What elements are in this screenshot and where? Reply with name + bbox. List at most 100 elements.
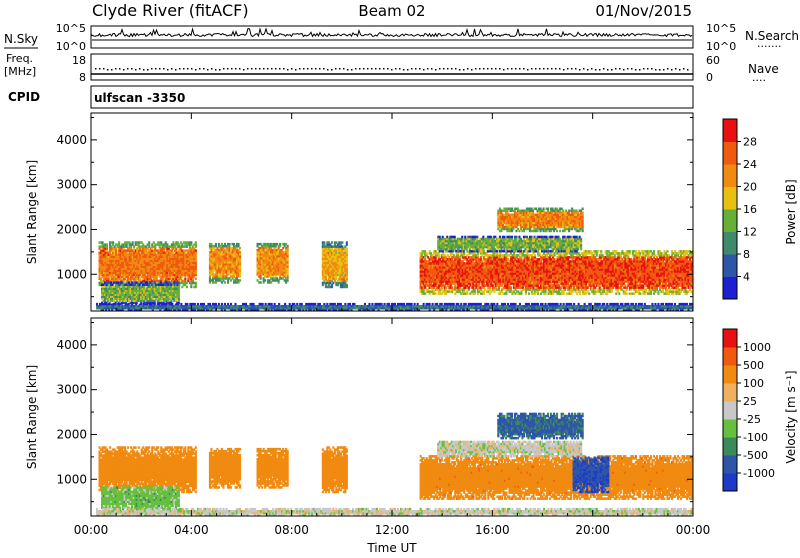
nave-dot	[503, 69, 505, 71]
nave-dot	[451, 68, 453, 70]
nave-dot	[571, 68, 573, 70]
nave-dot	[411, 68, 413, 70]
power-region	[101, 281, 180, 306]
nave-dot	[139, 68, 141, 70]
nave-dot	[267, 68, 269, 70]
nave-dot	[319, 68, 321, 70]
nave-dot	[395, 68, 397, 70]
nave-dot	[607, 69, 609, 71]
nave-dot	[655, 69, 657, 71]
nave-dot	[671, 69, 673, 71]
freq-label-1: Freq.	[6, 52, 33, 65]
nave-dot	[351, 69, 353, 71]
nave-dot	[327, 69, 329, 71]
power-cell	[195, 249, 197, 252]
nave-dot	[99, 68, 101, 70]
power-cell	[215, 243, 217, 246]
nave-dot	[247, 68, 249, 70]
power-cell	[279, 243, 281, 246]
nave-dot	[175, 69, 177, 71]
power-cell	[239, 251, 241, 254]
freq-panel: Freq. [MHz] 18 8 60 0 Nave ····	[4, 52, 779, 87]
nave-dot	[151, 68, 153, 70]
power-data	[96, 208, 694, 312]
power-cell	[323, 241, 325, 244]
nave-dot	[511, 68, 513, 70]
nave-dot	[419, 68, 421, 70]
power-cell	[148, 241, 150, 244]
nave-dot	[295, 69, 297, 71]
nave-dot	[659, 69, 661, 71]
nave-dots-label: ····	[752, 74, 766, 87]
power-cell	[238, 243, 240, 246]
nave-dot	[547, 68, 549, 70]
nave-dot	[299, 68, 301, 70]
nave-dot	[347, 69, 349, 71]
nave-dot	[163, 68, 165, 70]
noise-tick-top-left: 10^5	[56, 22, 86, 35]
date-title: 01/Nov/2015	[595, 2, 692, 20]
nave-dot	[531, 68, 533, 70]
nave-dot	[423, 69, 425, 71]
nave-dot	[119, 68, 121, 70]
nave-dot	[283, 68, 285, 70]
nave-dot	[543, 68, 545, 70]
nave-dot	[355, 68, 357, 70]
cpid-label: CPID	[8, 90, 40, 104]
freq-panel-frame	[91, 54, 693, 80]
nave-dot	[367, 68, 369, 70]
nave-dot	[323, 68, 325, 70]
power-cell	[195, 241, 197, 244]
nave-dot	[359, 68, 361, 70]
nave-dot	[251, 68, 253, 70]
nave-dot	[335, 68, 337, 70]
nave-dot	[203, 68, 205, 70]
nave-dot	[471, 69, 473, 71]
power-cell	[539, 252, 541, 255]
nave-dot	[583, 68, 585, 70]
nave-dot	[563, 69, 565, 71]
nave-dot	[159, 68, 161, 70]
nave-dot	[275, 68, 277, 70]
nave-dot	[499, 68, 501, 70]
nave-dot	[243, 69, 245, 71]
power-region	[99, 241, 197, 288]
nave-dot	[211, 68, 213, 70]
nave-dot	[535, 68, 537, 70]
nave-dot	[619, 68, 621, 70]
nave-dot	[459, 69, 461, 71]
noise-panel-frame	[91, 26, 693, 48]
nave-dot	[647, 68, 649, 70]
power-cell	[534, 254, 536, 257]
nave-dot	[199, 68, 201, 70]
nave-dot	[491, 68, 493, 70]
power-cell	[510, 286, 512, 289]
power-cell	[132, 241, 134, 244]
power-cell	[112, 241, 114, 244]
nave-dot	[155, 68, 157, 70]
nave-dot	[539, 68, 541, 70]
nave-dot	[111, 69, 113, 71]
beam-title: Beam 02	[358, 2, 425, 20]
nave-dot	[303, 68, 305, 70]
power-cell	[287, 245, 289, 248]
nave-dot	[375, 68, 377, 70]
nave-dot	[131, 68, 133, 70]
power-cell	[264, 279, 266, 282]
nave-dot	[195, 69, 197, 71]
nave-dot	[455, 68, 457, 70]
nave-dot	[183, 68, 185, 70]
nave-dot	[495, 68, 497, 70]
nave-dot	[231, 68, 233, 70]
nave-dot	[391, 69, 393, 71]
power-cell	[239, 247, 241, 250]
nave-tick-bottom-right: 0	[706, 71, 713, 84]
nave-dot	[611, 69, 613, 71]
power-cell	[528, 292, 530, 295]
power-cell	[118, 241, 120, 244]
power-cell	[178, 281, 180, 284]
nave-dot	[627, 68, 629, 70]
power-region	[257, 243, 289, 284]
nave-dot	[143, 69, 145, 71]
